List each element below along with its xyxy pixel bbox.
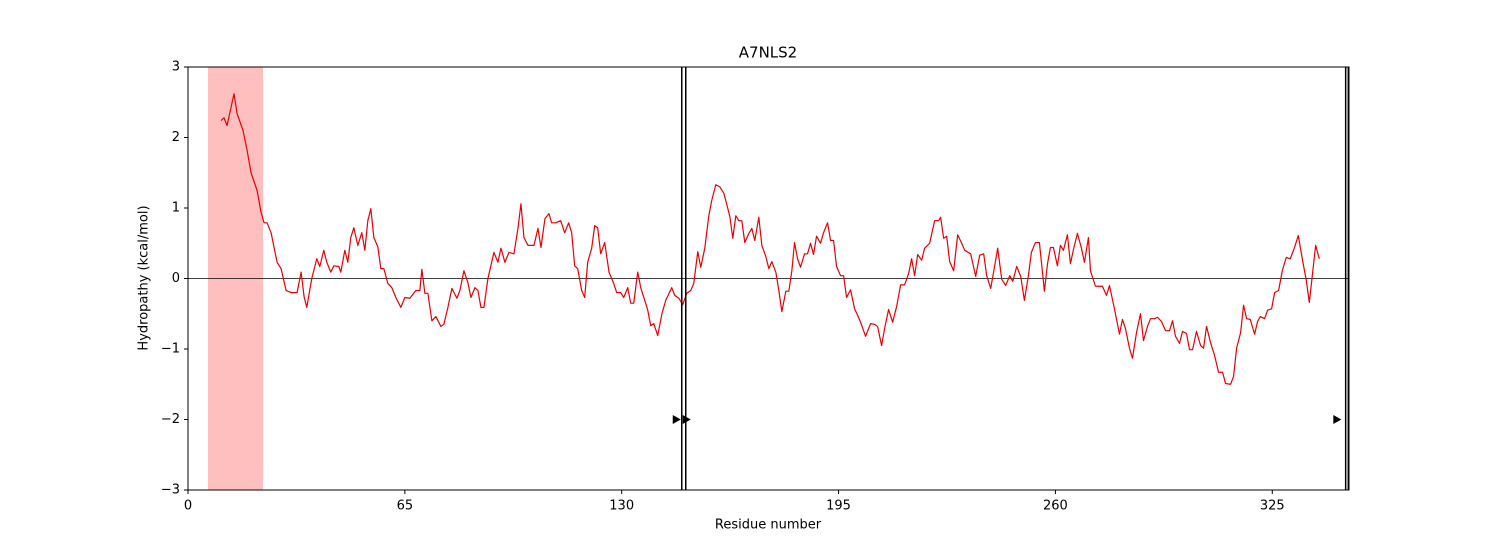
x-tick-label: 65 [397, 499, 414, 514]
marker [1333, 415, 1342, 424]
marker [682, 415, 691, 424]
x-tick-label: 0 [184, 499, 192, 514]
x-tick-label: 130 [609, 499, 634, 514]
y-tick-label: −2 [161, 412, 180, 427]
marker [672, 415, 681, 424]
y-tick-label: 1 [172, 201, 180, 216]
chart-title: A7NLS2 [739, 44, 797, 62]
y-tick-label: 3 [172, 60, 180, 75]
y-tick-label: −1 [161, 342, 180, 357]
hydropathy-line [220, 93, 1320, 385]
y-tick-label: 2 [172, 130, 180, 145]
x-tick-label: 195 [826, 499, 851, 514]
y-axis-label: Hydropathy (kcal/mol) [137, 205, 152, 350]
x-tick-label: 325 [1260, 499, 1285, 514]
x-tick-label: 260 [1043, 499, 1068, 514]
x-axis-label: Residue number [715, 518, 822, 533]
y-tick-label: 0 [172, 271, 180, 286]
y-tick-label: −3 [161, 483, 180, 498]
